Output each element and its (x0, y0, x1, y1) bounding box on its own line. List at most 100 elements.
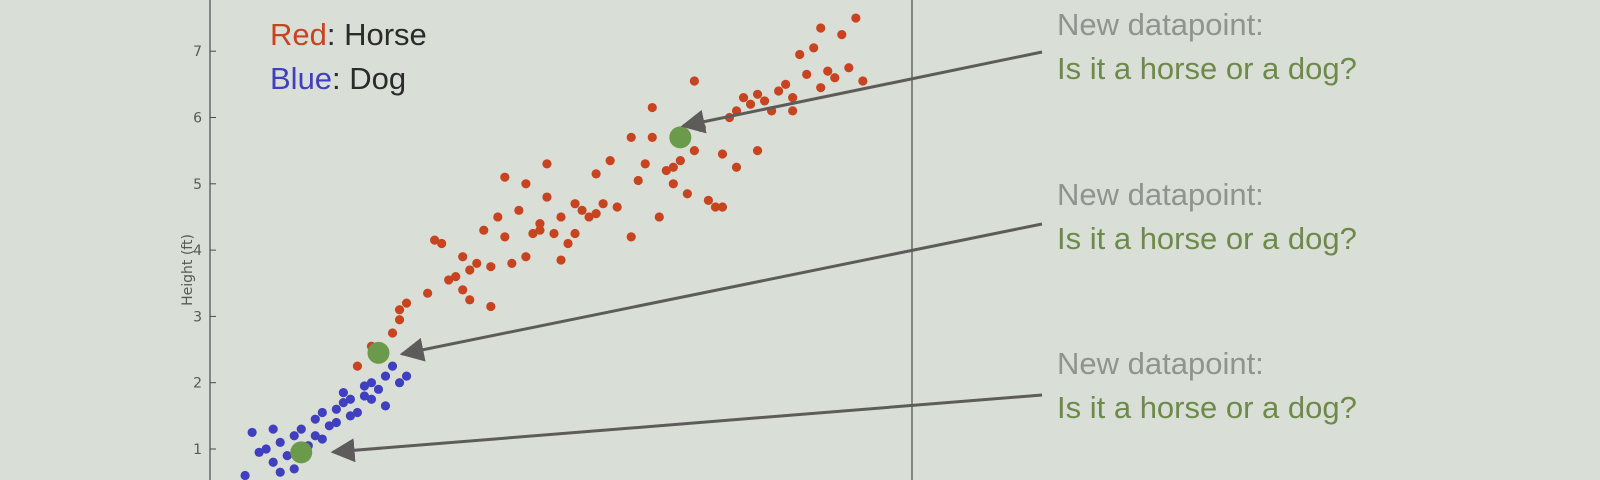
y-tick-label: 6 (193, 111, 202, 127)
dog-point (289, 464, 299, 474)
horse-point (781, 79, 791, 89)
legend-item-dog: Blue: Dog (270, 61, 406, 96)
horse-point (458, 252, 468, 262)
dog-point (240, 470, 250, 480)
horse-point (535, 218, 545, 229)
dog-point (289, 431, 299, 441)
horse-point (563, 238, 573, 249)
horse-point (654, 212, 664, 222)
horse-point (837, 30, 847, 40)
dog-point (261, 444, 271, 454)
dog-point (380, 401, 391, 411)
legend-key-red: Red (270, 17, 327, 52)
dog-point (352, 407, 363, 418)
horse-point (556, 212, 566, 222)
horse-point (591, 169, 601, 179)
horse-point (752, 89, 763, 99)
dog-point (324, 421, 334, 431)
y-tick-label: 7 (193, 44, 202, 60)
horse-point (731, 162, 742, 172)
horse-point (570, 199, 580, 209)
legend: Red: Horse Blue: Dog (270, 17, 427, 96)
plot-points (240, 13, 868, 480)
horse-point (844, 63, 854, 73)
horse-point (647, 132, 657, 142)
dog-point (254, 447, 264, 457)
horse-point (633, 175, 643, 186)
horse-point (788, 106, 798, 116)
dog-point (317, 434, 327, 444)
horse-point (556, 255, 566, 265)
horse-point (507, 258, 517, 268)
horse-point (738, 93, 749, 103)
horse-point (717, 149, 728, 159)
horse-point (521, 179, 531, 189)
horse-point (759, 96, 770, 106)
dog-point (345, 394, 355, 404)
horse-point (458, 285, 468, 295)
horse-point (640, 159, 650, 169)
horse-point (437, 238, 447, 249)
horse-point (521, 252, 531, 262)
legend-label-dog: Dog (349, 61, 406, 96)
legend-key-blue: Blue (270, 61, 332, 96)
dog-point (268, 424, 278, 434)
dog-point (317, 407, 327, 418)
horse-point (795, 49, 805, 60)
horse-point (542, 159, 552, 169)
horse-point (626, 232, 636, 242)
horse-point (535, 225, 545, 235)
y-tick-label: 5 (193, 177, 202, 193)
dog-point (331, 404, 341, 414)
dog-point (359, 381, 370, 391)
annotation-3-line1: New datapoint: (1057, 346, 1264, 381)
horse-point (647, 102, 657, 113)
dog-point (275, 437, 285, 447)
dog-point (331, 417, 341, 428)
horse-point (444, 275, 454, 285)
horse-point (430, 235, 440, 245)
y-tick-label: 3 (193, 309, 202, 325)
dog-point (247, 427, 257, 438)
y-axis-label: Height (ft) (180, 234, 196, 306)
dog-point (401, 371, 412, 381)
horse-point (570, 228, 580, 239)
horse-point (394, 305, 405, 315)
horse-point (830, 73, 840, 83)
horse-point (823, 66, 833, 76)
horse-point (745, 99, 756, 109)
annotation-3-line2: Is it a horse or a dog? (1057, 390, 1357, 425)
new-datapoint (367, 341, 390, 364)
horse-point (717, 202, 728, 212)
horse-point (451, 272, 461, 282)
horse-point (774, 86, 784, 96)
dog-point (310, 431, 320, 441)
horse-point (710, 202, 721, 212)
annotation-1-line2: Is it a horse or a dog? (1057, 51, 1357, 86)
annotations: New datapoint: Is it a horse or a dog? N… (330, 7, 1357, 463)
horse-point (626, 132, 636, 142)
horse-point (816, 23, 826, 33)
horse-point (703, 195, 714, 205)
annotation-1-arrow (680, 50, 1043, 134)
horse-point (668, 179, 678, 189)
dog-point (366, 394, 377, 404)
dog-point (268, 457, 278, 467)
horse-point (465, 295, 475, 305)
annotation-1: New datapoint: Is it a horse or a dog? (680, 7, 1357, 134)
dog-point (282, 451, 292, 461)
horse-point (668, 162, 678, 172)
annotation-2-arrow (399, 222, 1043, 362)
annotation-2: New datapoint: Is it a horse or a dog? (399, 177, 1357, 362)
horse-point (752, 146, 763, 156)
dog-point (275, 467, 285, 477)
dog-point (310, 414, 320, 424)
annotation-1-line1: New datapoint: (1057, 7, 1264, 42)
legend-label-horse: Horse (344, 17, 427, 52)
horse-point (493, 212, 503, 222)
horse-point (423, 288, 433, 298)
horse-point (591, 209, 601, 219)
horse-point (816, 83, 826, 93)
y-ticks: 1 2 3 4 5 6 7 (193, 44, 216, 458)
